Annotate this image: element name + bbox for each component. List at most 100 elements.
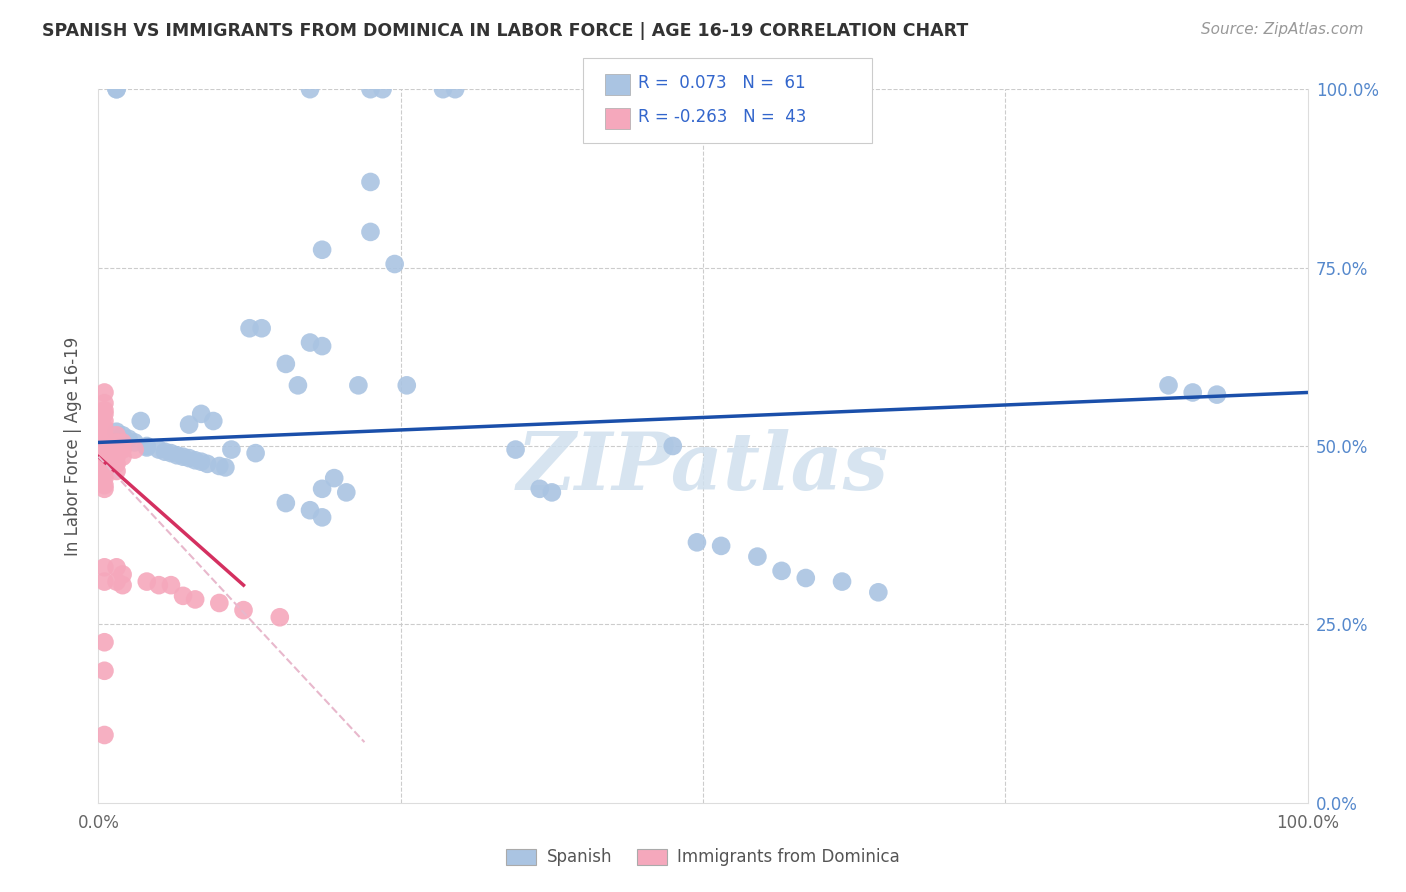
Point — [135, 441, 157, 455]
Point — [371, 82, 394, 96]
Point — [239, 321, 262, 335]
Point — [93, 385, 115, 400]
Point — [160, 446, 183, 460]
Point — [274, 496, 297, 510]
Point — [287, 378, 309, 392]
Point — [93, 482, 115, 496]
Point — [93, 664, 115, 678]
Point — [111, 567, 134, 582]
Point — [202, 414, 225, 428]
Text: SPANISH VS IMMIGRANTS FROM DOMINICA IN LABOR FORCE | AGE 16-19 CORRELATION CHART: SPANISH VS IMMIGRANTS FROM DOMINICA IN L… — [42, 22, 969, 40]
Point — [190, 455, 212, 469]
Point — [311, 243, 333, 257]
Point — [93, 414, 115, 428]
Point — [662, 439, 685, 453]
Text: R =  0.073   N =  61: R = 0.073 N = 61 — [638, 74, 806, 92]
Y-axis label: In Labor Force | Age 16-19: In Labor Force | Age 16-19 — [65, 336, 83, 556]
Point — [93, 464, 115, 478]
Point — [444, 82, 467, 96]
Point — [111, 428, 134, 442]
Point — [105, 450, 128, 464]
Point — [831, 574, 853, 589]
Point — [395, 378, 418, 392]
Point — [179, 417, 201, 432]
Point — [269, 610, 291, 624]
Point — [93, 442, 115, 457]
Point — [179, 451, 201, 466]
Point — [1181, 385, 1204, 400]
Point — [148, 578, 170, 592]
Point — [868, 585, 890, 599]
Point — [105, 428, 128, 442]
Point — [105, 82, 128, 96]
Point — [529, 482, 551, 496]
Point — [311, 339, 333, 353]
Point — [208, 596, 231, 610]
Point — [184, 592, 207, 607]
Point — [105, 574, 128, 589]
Point — [190, 407, 212, 421]
Point — [323, 471, 346, 485]
Point — [1206, 387, 1229, 401]
Point — [214, 460, 236, 475]
Point — [184, 453, 207, 467]
Point — [360, 225, 382, 239]
Point — [105, 560, 128, 574]
Point — [360, 82, 382, 96]
Point — [93, 635, 115, 649]
Point — [245, 446, 267, 460]
Point — [1157, 378, 1180, 392]
Point — [160, 578, 183, 592]
Point — [135, 439, 157, 453]
Point — [172, 450, 194, 464]
Point — [129, 414, 152, 428]
Point — [221, 442, 243, 457]
Point — [432, 82, 454, 96]
Point — [93, 728, 115, 742]
Point — [93, 471, 115, 485]
Point — [335, 485, 357, 500]
Point — [93, 478, 115, 492]
Point — [794, 571, 817, 585]
Point — [232, 603, 254, 617]
Point — [770, 564, 793, 578]
Point — [105, 464, 128, 478]
Point — [710, 539, 733, 553]
Point — [124, 435, 146, 450]
Point — [541, 485, 564, 500]
Point — [153, 444, 176, 458]
Point — [93, 428, 115, 442]
Point — [135, 574, 157, 589]
Point — [505, 442, 527, 457]
Point — [105, 82, 128, 96]
Point — [105, 425, 128, 439]
Point — [93, 457, 115, 471]
Point — [311, 510, 333, 524]
Point — [111, 435, 134, 450]
Point — [93, 407, 115, 421]
Legend: Spanish, Immigrants from Dominica: Spanish, Immigrants from Dominica — [499, 842, 907, 873]
Point — [105, 442, 128, 457]
Text: Source: ZipAtlas.com: Source: ZipAtlas.com — [1201, 22, 1364, 37]
Text: R = -0.263   N =  43: R = -0.263 N = 43 — [638, 108, 807, 126]
Point — [686, 535, 709, 549]
Point — [111, 442, 134, 457]
Point — [299, 503, 322, 517]
Point — [93, 450, 115, 464]
Point — [148, 442, 170, 457]
Text: ZIPatlas: ZIPatlas — [517, 429, 889, 506]
Point — [93, 560, 115, 574]
Point — [208, 458, 231, 473]
Point — [347, 378, 370, 392]
Point — [274, 357, 297, 371]
Point — [93, 574, 115, 589]
Point — [118, 432, 141, 446]
Point — [747, 549, 769, 564]
Point — [93, 435, 115, 450]
Point — [250, 321, 273, 335]
Point — [166, 448, 188, 462]
Point — [299, 335, 322, 350]
Point — [195, 457, 218, 471]
Point — [311, 482, 333, 496]
Point — [172, 589, 194, 603]
